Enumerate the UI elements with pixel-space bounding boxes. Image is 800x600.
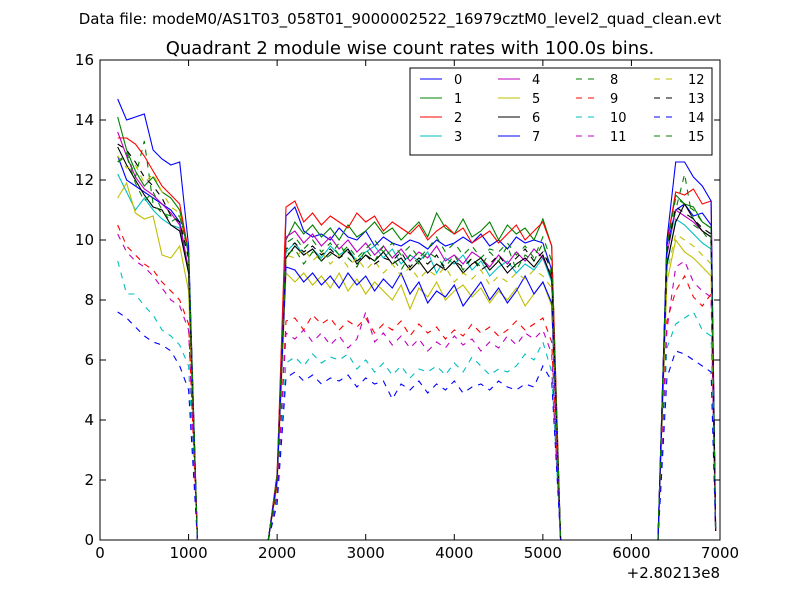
series-13-seg3-line — [657, 206, 717, 541]
legend-label-2: 2 — [454, 111, 462, 126]
series-2-seg2-line — [267, 200, 562, 541]
series-12-seg3-line — [657, 233, 717, 541]
series-10-seg3-line — [657, 311, 717, 541]
series-9-seg1-line — [117, 224, 198, 541]
series-9-seg2-line — [267, 314, 562, 541]
legend-label-14: 14 — [688, 111, 705, 126]
plot-area: 0 1000 2000 3000 4000 5000 6000 700002468101214… — [75, 51, 739, 582]
legend-label-9: 9 — [610, 92, 618, 107]
y-tick-label: 14 — [75, 111, 94, 129]
series-6-seg2-line — [267, 245, 562, 541]
series-15-seg1-line — [117, 155, 198, 541]
series-4-seg2-line — [267, 230, 562, 541]
series-5-seg3-line — [657, 238, 717, 541]
x-tick-label: 4000 — [435, 544, 473, 562]
legend-box — [409, 67, 713, 156]
x-tick-label: 6000 — [612, 544, 650, 562]
legend-label-1: 1 — [454, 92, 462, 107]
legend-label-12: 12 — [688, 73, 705, 88]
y-tick-label: 8 — [84, 291, 94, 309]
series-0-seg2-line — [267, 205, 562, 541]
series-7-seg3-line — [657, 161, 717, 541]
series-8-seg1-line — [117, 140, 198, 541]
legend-label-4: 4 — [532, 73, 540, 88]
series-12-seg2-line — [267, 248, 562, 541]
y-tick-label: 16 — [75, 51, 94, 69]
x-tick-label: 0 — [95, 544, 105, 562]
y-tick-label: 12 — [75, 171, 94, 189]
x-tick-label: 1000 — [169, 544, 207, 562]
x-tick-label: 2000 — [258, 544, 296, 562]
series-5-seg2-line — [267, 271, 562, 541]
series-14-seg2-line — [267, 364, 562, 541]
y-tick-label: 6 — [84, 351, 94, 369]
series-2-seg3-line — [657, 188, 717, 541]
series-11-seg3-line — [657, 260, 717, 541]
x-tick-label: 7000 — [701, 544, 739, 562]
legend-label-5: 5 — [532, 92, 540, 107]
legend-label-15: 15 — [688, 130, 705, 145]
series-14-seg3-line — [657, 350, 717, 541]
legend-label-13: 13 — [688, 92, 705, 107]
series-2-seg1-line — [117, 137, 198, 541]
y-tick-label: 0 — [84, 531, 94, 549]
series-7-seg2-line — [267, 266, 562, 541]
series-3-seg2-line — [267, 242, 562, 541]
legend-label-0: 0 — [454, 73, 462, 88]
series-9-seg3-line — [657, 274, 717, 541]
series-6-seg3-line — [657, 202, 717, 541]
y-tick-label: 2 — [84, 471, 94, 489]
series-14-seg1-line — [117, 311, 198, 541]
chart-title: Quadrant 2 module wise count rates with … — [166, 38, 655, 59]
x-tick-label: 5000 — [524, 544, 562, 562]
figure-suptitle: Data file: modeM0/AS1T03_058T01_90000025… — [79, 10, 722, 29]
series-1-seg2-line — [267, 211, 562, 541]
series-11-seg2-line — [267, 310, 562, 541]
series-1-seg1-line — [117, 116, 198, 541]
legend-label-7: 7 — [532, 130, 540, 145]
legend-label-3: 3 — [454, 130, 462, 145]
y-tick-label: 4 — [84, 411, 94, 429]
series-11-seg1-line — [117, 233, 198, 541]
series-5-seg1-line — [117, 181, 198, 541]
legend-label-8: 8 — [610, 73, 618, 88]
legend-label-11: 11 — [610, 130, 627, 145]
series-7-seg1-line — [117, 98, 198, 541]
x-tick-label: 3000 — [347, 544, 385, 562]
series-15-seg3-line — [657, 197, 717, 541]
series-13-seg1-line — [117, 143, 198, 541]
series-15-seg2-line — [267, 235, 562, 541]
x-offset-label: +2.80213e8 — [627, 564, 720, 582]
series-3-seg1-line — [117, 173, 198, 541]
legend-label-6: 6 — [532, 111, 540, 126]
legend-label-10: 10 — [610, 111, 627, 126]
series-10-seg2-line — [267, 340, 562, 541]
series-10-seg1-line — [117, 260, 198, 541]
y-tick-label: 10 — [75, 231, 94, 249]
